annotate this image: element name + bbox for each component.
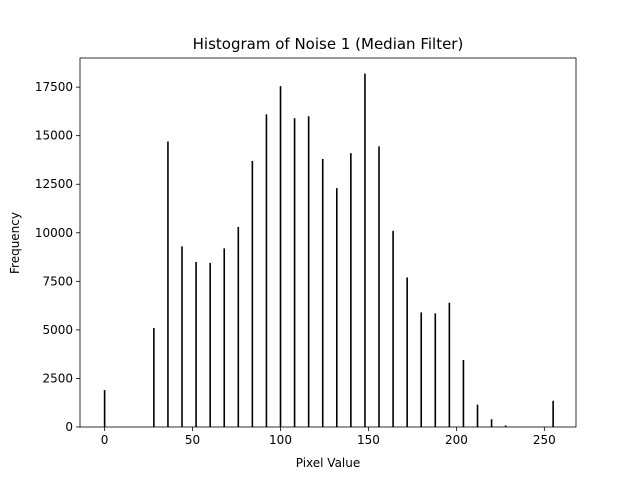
histogram-bar [237, 226, 240, 427]
histogram-bar [223, 248, 226, 427]
histogram-bar [504, 425, 507, 427]
histogram-bar [434, 313, 437, 427]
x-axis-label: Pixel Value [296, 456, 361, 470]
y-tick-label: 0 [65, 420, 73, 434]
chart-title: Histogram of Noise 1 (Median Filter) [193, 35, 464, 53]
x-axis-ticks: 0 50 100 150 200 250 [101, 427, 556, 447]
histogram-bar [406, 277, 408, 427]
histogram-bar [364, 73, 366, 427]
histogram-bar [103, 390, 106, 427]
histogram-bar [293, 118, 296, 428]
histogram-bar [153, 327, 155, 427]
histogram-bar [378, 146, 380, 427]
y-tick-label: 7500 [42, 274, 73, 288]
x-tick-label: 200 [445, 433, 468, 447]
histogram-bar [167, 141, 169, 427]
histogram-bar [552, 400, 554, 427]
histogram-bar [335, 188, 338, 427]
y-axis-ticks: 0 2500 5000 7500 10000 12500 15000 17500 [35, 80, 80, 434]
histogram-bar [350, 153, 352, 427]
y-tick-label: 10000 [35, 226, 73, 240]
histogram-bar [209, 262, 211, 427]
histogram-bar [321, 158, 324, 428]
x-tick-label: 100 [269, 433, 292, 447]
histogram-bar [251, 160, 254, 427]
plot-area-frame [79, 57, 577, 428]
y-tick-label: 17500 [35, 80, 73, 94]
y-tick-label: 2500 [42, 371, 73, 385]
histogram-bar [462, 360, 465, 427]
histogram-bar [476, 404, 479, 427]
histogram-bar [448, 302, 451, 427]
histogram-bar [195, 261, 197, 427]
y-tick-label: 12500 [35, 177, 73, 191]
histogram-bar [279, 86, 282, 427]
histogram-bar [307, 116, 310, 427]
histogram-bar [420, 312, 423, 427]
y-tick-label: 5000 [42, 323, 73, 337]
histogram-bar [265, 114, 268, 427]
histogram-bar [181, 246, 183, 427]
y-tick-label: 15000 [35, 129, 73, 143]
x-tick-label: 250 [533, 433, 556, 447]
histogram-bar [392, 230, 394, 427]
x-tick-label: 0 [101, 433, 109, 447]
x-tick-label: 150 [357, 433, 380, 447]
histogram-bar [490, 419, 493, 427]
x-tick-label: 50 [185, 433, 200, 447]
bars-group [103, 73, 554, 428]
y-axis-label: Frequency [8, 212, 22, 274]
